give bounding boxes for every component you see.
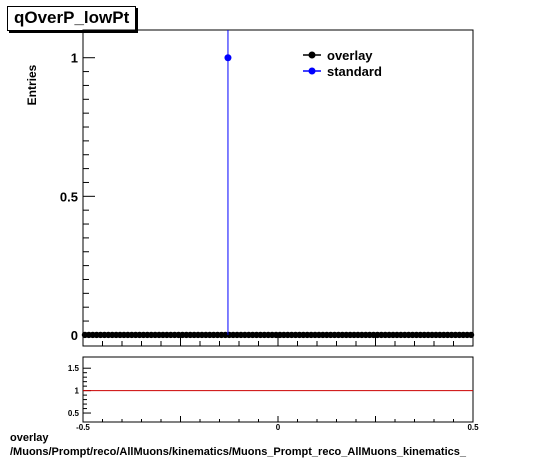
ratio-x-tick-label: 0 (276, 423, 281, 432)
y-tick-label: 0.5 (60, 189, 78, 204)
chart-title: qOverP_lowPt (7, 6, 137, 31)
legend-marker (308, 51, 316, 59)
legend-marker (308, 67, 316, 75)
ratio-y-tick-label: 0.5 (68, 409, 80, 418)
y-tick-label: 1 (71, 51, 78, 66)
plot-frame (82, 29, 474, 347)
ratio-panel: 0.5 1 1.5 -0.5 0 0.5 (68, 356, 479, 432)
y-axis-label: Entries (25, 64, 39, 105)
y-tick-label: 0 (71, 328, 78, 343)
ratio-y-tick-label: 1 (75, 387, 80, 396)
ratio-x-tick-label: -0.5 (76, 423, 90, 432)
footer-line-2: /Muons/Prompt/reco/AllMuons/kinematics/M… (10, 446, 466, 458)
ratio-frame (82, 356, 474, 423)
footer-line-1: overlay (10, 432, 49, 444)
ratio-x-tick-label: 0.5 (467, 423, 479, 432)
ratio-y-tick-label: 1.5 (68, 364, 80, 373)
legend-label: overlay (327, 48, 373, 63)
legend-label: standard (327, 64, 382, 79)
overlay-point (467, 331, 475, 339)
standard-point (224, 54, 232, 62)
